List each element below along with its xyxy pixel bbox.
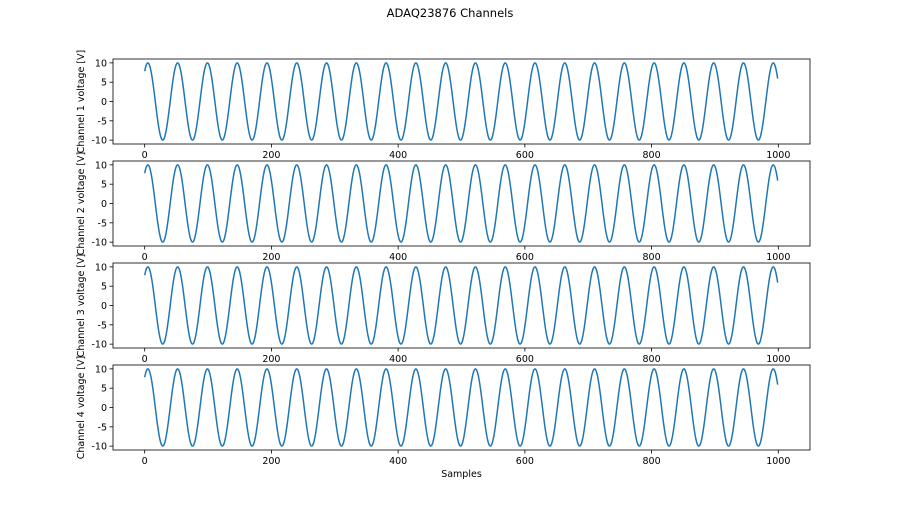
x-tick-label: 1000 (766, 150, 790, 161)
y-tick-label: 10 (95, 58, 107, 69)
x-tick-label: 800 (643, 456, 661, 467)
x-tick-label: 200 (262, 456, 280, 467)
y-tick-label: -10 (91, 238, 107, 249)
y-tick-label: 5 (101, 78, 107, 89)
x-tick-label: 400 (389, 354, 407, 365)
axes-frame (112, 58, 811, 145)
figure-title: ADAQ23876 Channels (387, 6, 514, 20)
axes-frame (112, 364, 811, 451)
x-tick-label: 1000 (766, 456, 790, 467)
x-tick-label: 1000 (766, 354, 790, 365)
y-tick-label: 0 (101, 403, 107, 414)
y-tick-label: -10 (91, 442, 107, 453)
y-tick-label: -10 (91, 136, 107, 147)
y-tick-label: 5 (101, 282, 107, 293)
channel-1-series-line (143, 62, 779, 141)
subplot-channel-3: 0 200 400 600 800 1000 -10 -5 0 5 10 Channel 3 volt… (76, 254, 811, 365)
axes-frame (112, 160, 811, 247)
y-tick-label: -5 (98, 218, 107, 229)
x-tick-label: 800 (643, 150, 661, 161)
x-tick-label: 0 (142, 456, 148, 467)
y-tick-label: 10 (95, 364, 107, 375)
x-tick-label: 0 (142, 252, 148, 263)
y-axis-label: Channel 2 voltage [V] (76, 152, 87, 256)
x-tick-label: 1000 (766, 252, 790, 263)
subplot-channel-1: 0 200 400 600 800 1000 -10 -5 0 5 10 Channel 1 volt… (76, 50, 811, 161)
subplot-channel-4: 0 200 400 600 800 1000 -10 -5 0 5 10 Channel 4 volt… (76, 356, 811, 480)
axes-frame (112, 262, 811, 349)
y-tick-label: 5 (101, 384, 107, 395)
channel-3-series-line (143, 266, 779, 345)
y-tick-label: 10 (95, 262, 107, 273)
channel-2-series-line (143, 164, 779, 243)
y-tick-label: 5 (101, 180, 107, 191)
y-axis-label: Channel 1 voltage [V] (76, 50, 87, 154)
x-tick-label: 600 (516, 456, 534, 467)
y-tick-label: -10 (91, 340, 107, 351)
x-tick-label: 800 (643, 354, 661, 365)
x-axis-label: Samples (441, 469, 482, 480)
y-axis-label: Channel 4 voltage [V] (76, 356, 87, 460)
x-tick-label: 200 (262, 354, 280, 365)
y-tick-label: 0 (101, 97, 107, 108)
x-tick-label: 400 (389, 252, 407, 263)
y-tick-label: 0 (101, 199, 107, 210)
x-tick-label: 200 (262, 252, 280, 263)
x-tick-label: 600 (516, 354, 534, 365)
subplot-channel-2: 0 200 400 600 800 1000 -10 -5 0 5 10 Channel 2 volt… (76, 152, 811, 263)
y-tick-label: -5 (98, 422, 107, 433)
x-tick-label: 0 (142, 354, 148, 365)
y-tick-label: -5 (98, 320, 107, 331)
y-tick-label: 0 (101, 301, 107, 312)
x-tick-label: 400 (389, 456, 407, 467)
y-tick-label: 10 (95, 160, 107, 171)
y-tick-label: -5 (98, 116, 107, 127)
x-tick-label: 400 (389, 150, 407, 161)
channel-4-series-line (143, 368, 779, 447)
x-tick-label: 600 (516, 150, 534, 161)
x-tick-label: 600 (516, 252, 534, 263)
x-tick-label: 200 (262, 150, 280, 161)
x-tick-label: 800 (643, 252, 661, 263)
x-tick-label: 0 (142, 150, 148, 161)
y-axis-label: Channel 3 voltage [V] (76, 254, 87, 358)
